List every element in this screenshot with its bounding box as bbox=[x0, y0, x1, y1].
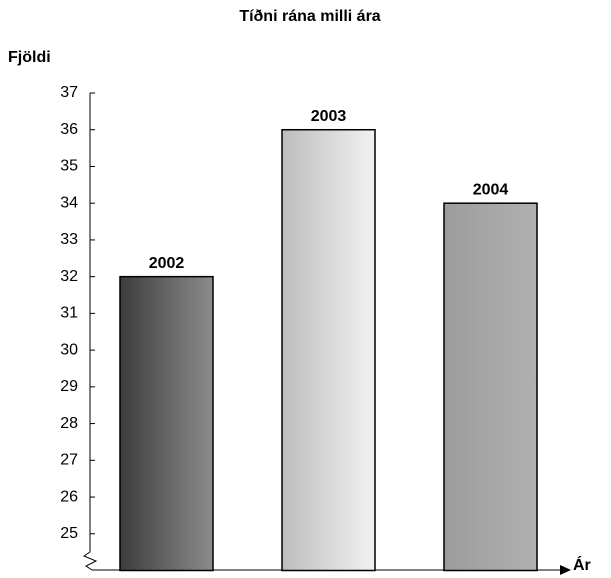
y-tick-label: 28 bbox=[60, 415, 78, 432]
y-tick-label: 32 bbox=[60, 268, 78, 285]
chart-title: Tíðni rána milli ára bbox=[239, 8, 380, 25]
y-tick-label: 35 bbox=[60, 158, 78, 175]
y-tick-label: 27 bbox=[60, 452, 78, 469]
bar bbox=[443, 202, 538, 572]
bar bbox=[281, 128, 376, 572]
bar-label: 2003 bbox=[311, 108, 347, 125]
y-tick-label: 25 bbox=[60, 525, 78, 542]
y-tick-label: 37 bbox=[60, 84, 78, 101]
bar-label: 2002 bbox=[149, 255, 185, 272]
y-tick-label: 30 bbox=[60, 341, 78, 358]
y-tick-label: 33 bbox=[60, 231, 78, 248]
y-tick-label: 36 bbox=[60, 121, 78, 138]
x-axis-label: Ár bbox=[573, 555, 591, 574]
y-axis-label: Fjöldi bbox=[8, 49, 51, 66]
bar bbox=[119, 275, 214, 572]
y-tick-label: 31 bbox=[60, 305, 78, 322]
y-tick-label: 29 bbox=[60, 378, 78, 395]
y-tick-label: 34 bbox=[60, 194, 78, 211]
y-tick-label: 26 bbox=[60, 488, 78, 505]
x-axis-arrow bbox=[560, 565, 571, 575]
axis-break bbox=[82, 551, 98, 571]
bar-label: 2004 bbox=[473, 181, 509, 198]
